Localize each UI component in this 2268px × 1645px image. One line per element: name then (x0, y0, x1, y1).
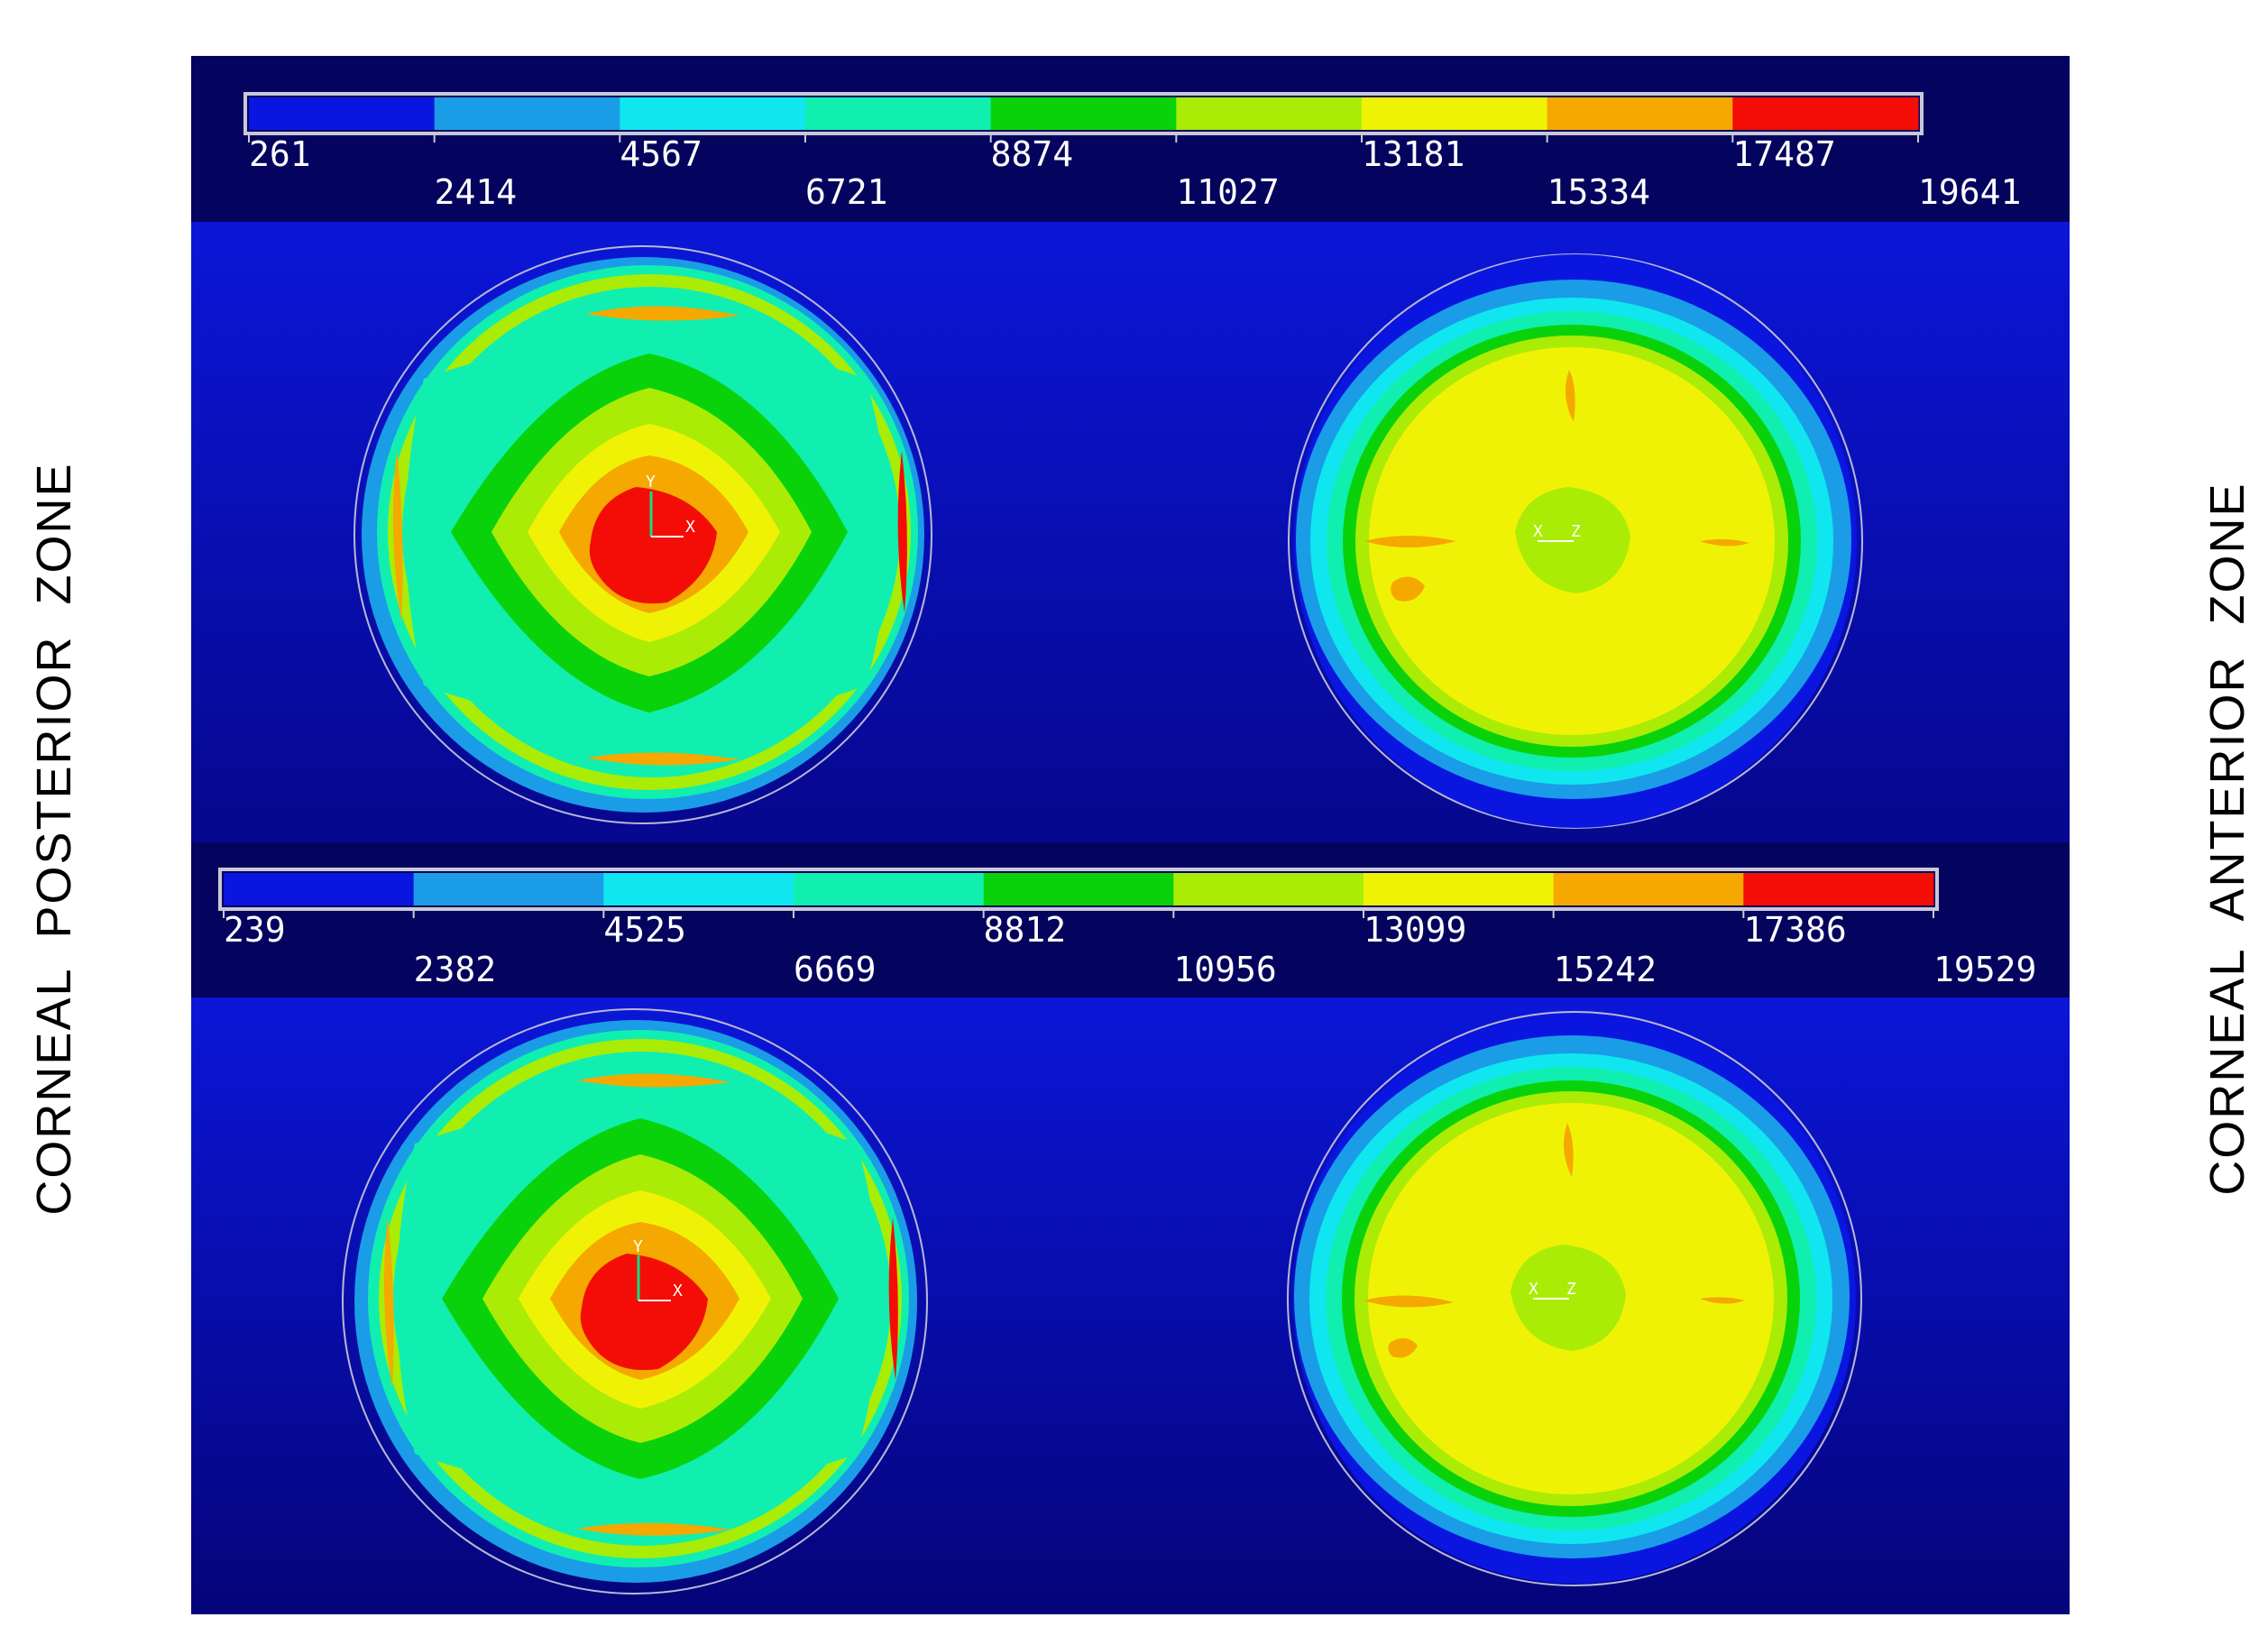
scale-label: 19641 (1918, 172, 2021, 212)
scale-band-7 (1362, 97, 1548, 130)
scale-label: 8812 (984, 910, 1067, 950)
posterior-axis-triad-bottom: Y X (633, 1237, 683, 1301)
axis-label-y-bottom: Y (633, 1237, 643, 1256)
top-anterior-disc: X Z (1288, 253, 1863, 829)
scale-band-5 (983, 873, 1174, 905)
scale-outline (243, 92, 1924, 135)
axis-label-z-anterior: Z (1571, 522, 1581, 541)
top-color-scale: 261 2414 4567 6721 8874 11027 13181 15334 17487 1… (243, 92, 2021, 212)
scale-label: 13181 (1362, 134, 1465, 174)
scale-band-6 (1176, 97, 1363, 130)
scale-label: 6669 (794, 950, 877, 989)
scale-outline (218, 868, 1939, 911)
scale-label: 2414 (435, 172, 518, 212)
scale-band-4 (805, 97, 992, 130)
scale-band-5 (990, 97, 1177, 130)
scale-label: 17386 (1743, 910, 1846, 950)
scale-label: 4567 (620, 134, 702, 174)
scale-band-9 (1732, 97, 1919, 130)
scale-band-3 (603, 873, 794, 905)
axis-label-x-anterior: X (1533, 522, 1543, 541)
scale-band-9 (1743, 873, 1934, 905)
scale-label: 17487 (1732, 134, 1835, 174)
axis-label-x: X (685, 518, 695, 537)
scale-label: 15334 (1547, 172, 1650, 212)
scale-band-1 (249, 97, 436, 130)
bottom-color-scale: 239 2382 4525 6669 8812 10956 13099 15242 17386 1… (218, 868, 2036, 989)
axis-label-z-anterior-bottom: Z (1566, 1280, 1576, 1299)
posterior-axis-triad-top: Y X (646, 473, 695, 538)
scale-band-2 (434, 97, 620, 130)
scale-label: 11027 (1176, 172, 1279, 212)
scale-label: 8874 (991, 134, 1074, 174)
scale-band-8 (1547, 97, 1733, 130)
scale-band-6 (1173, 873, 1364, 905)
anterior-axis-triad-top: X Z (1533, 522, 1581, 542)
scale-band-2 (413, 873, 604, 905)
scale-label: 19529 (1933, 950, 2036, 989)
scale-label: 2382 (414, 950, 497, 989)
scale-label: 6721 (805, 172, 888, 212)
scale-label: 10956 (1173, 950, 1276, 989)
axis-label-x-bottom: X (673, 1282, 683, 1300)
top-posterior-disc: Y X (354, 245, 932, 824)
scale-label: 239 (224, 910, 286, 950)
axis-label-y: Y (646, 473, 656, 492)
scale-label: 13099 (1364, 910, 1466, 950)
scale-band-7 (1364, 873, 1555, 905)
bottom-anterior-disc: X Z (1287, 1011, 1862, 1586)
scale-label: 15242 (1554, 950, 1657, 989)
scale-label: 4525 (603, 910, 686, 950)
axis-label-x-anterior-bottom: X (1529, 1280, 1538, 1299)
scale-band-1 (224, 873, 415, 905)
scale-label: 261 (249, 134, 311, 174)
scale-band-8 (1553, 873, 1744, 905)
anterior-axis-triad-bottom: X Z (1529, 1280, 1576, 1300)
top-panel: 261 2414 4567 6721 8874 11027 13181 15334 17487 1… (191, 56, 2070, 1003)
scale-band-4 (794, 873, 985, 905)
top-scale-background (191, 56, 2070, 222)
scale-band-3 (620, 97, 806, 130)
bottom-panel: 239 2382 4525 6669 8812 10956 13099 15242 17386 1… (191, 842, 2070, 1614)
bottom-posterior-disc: Y X (342, 1008, 928, 1594)
